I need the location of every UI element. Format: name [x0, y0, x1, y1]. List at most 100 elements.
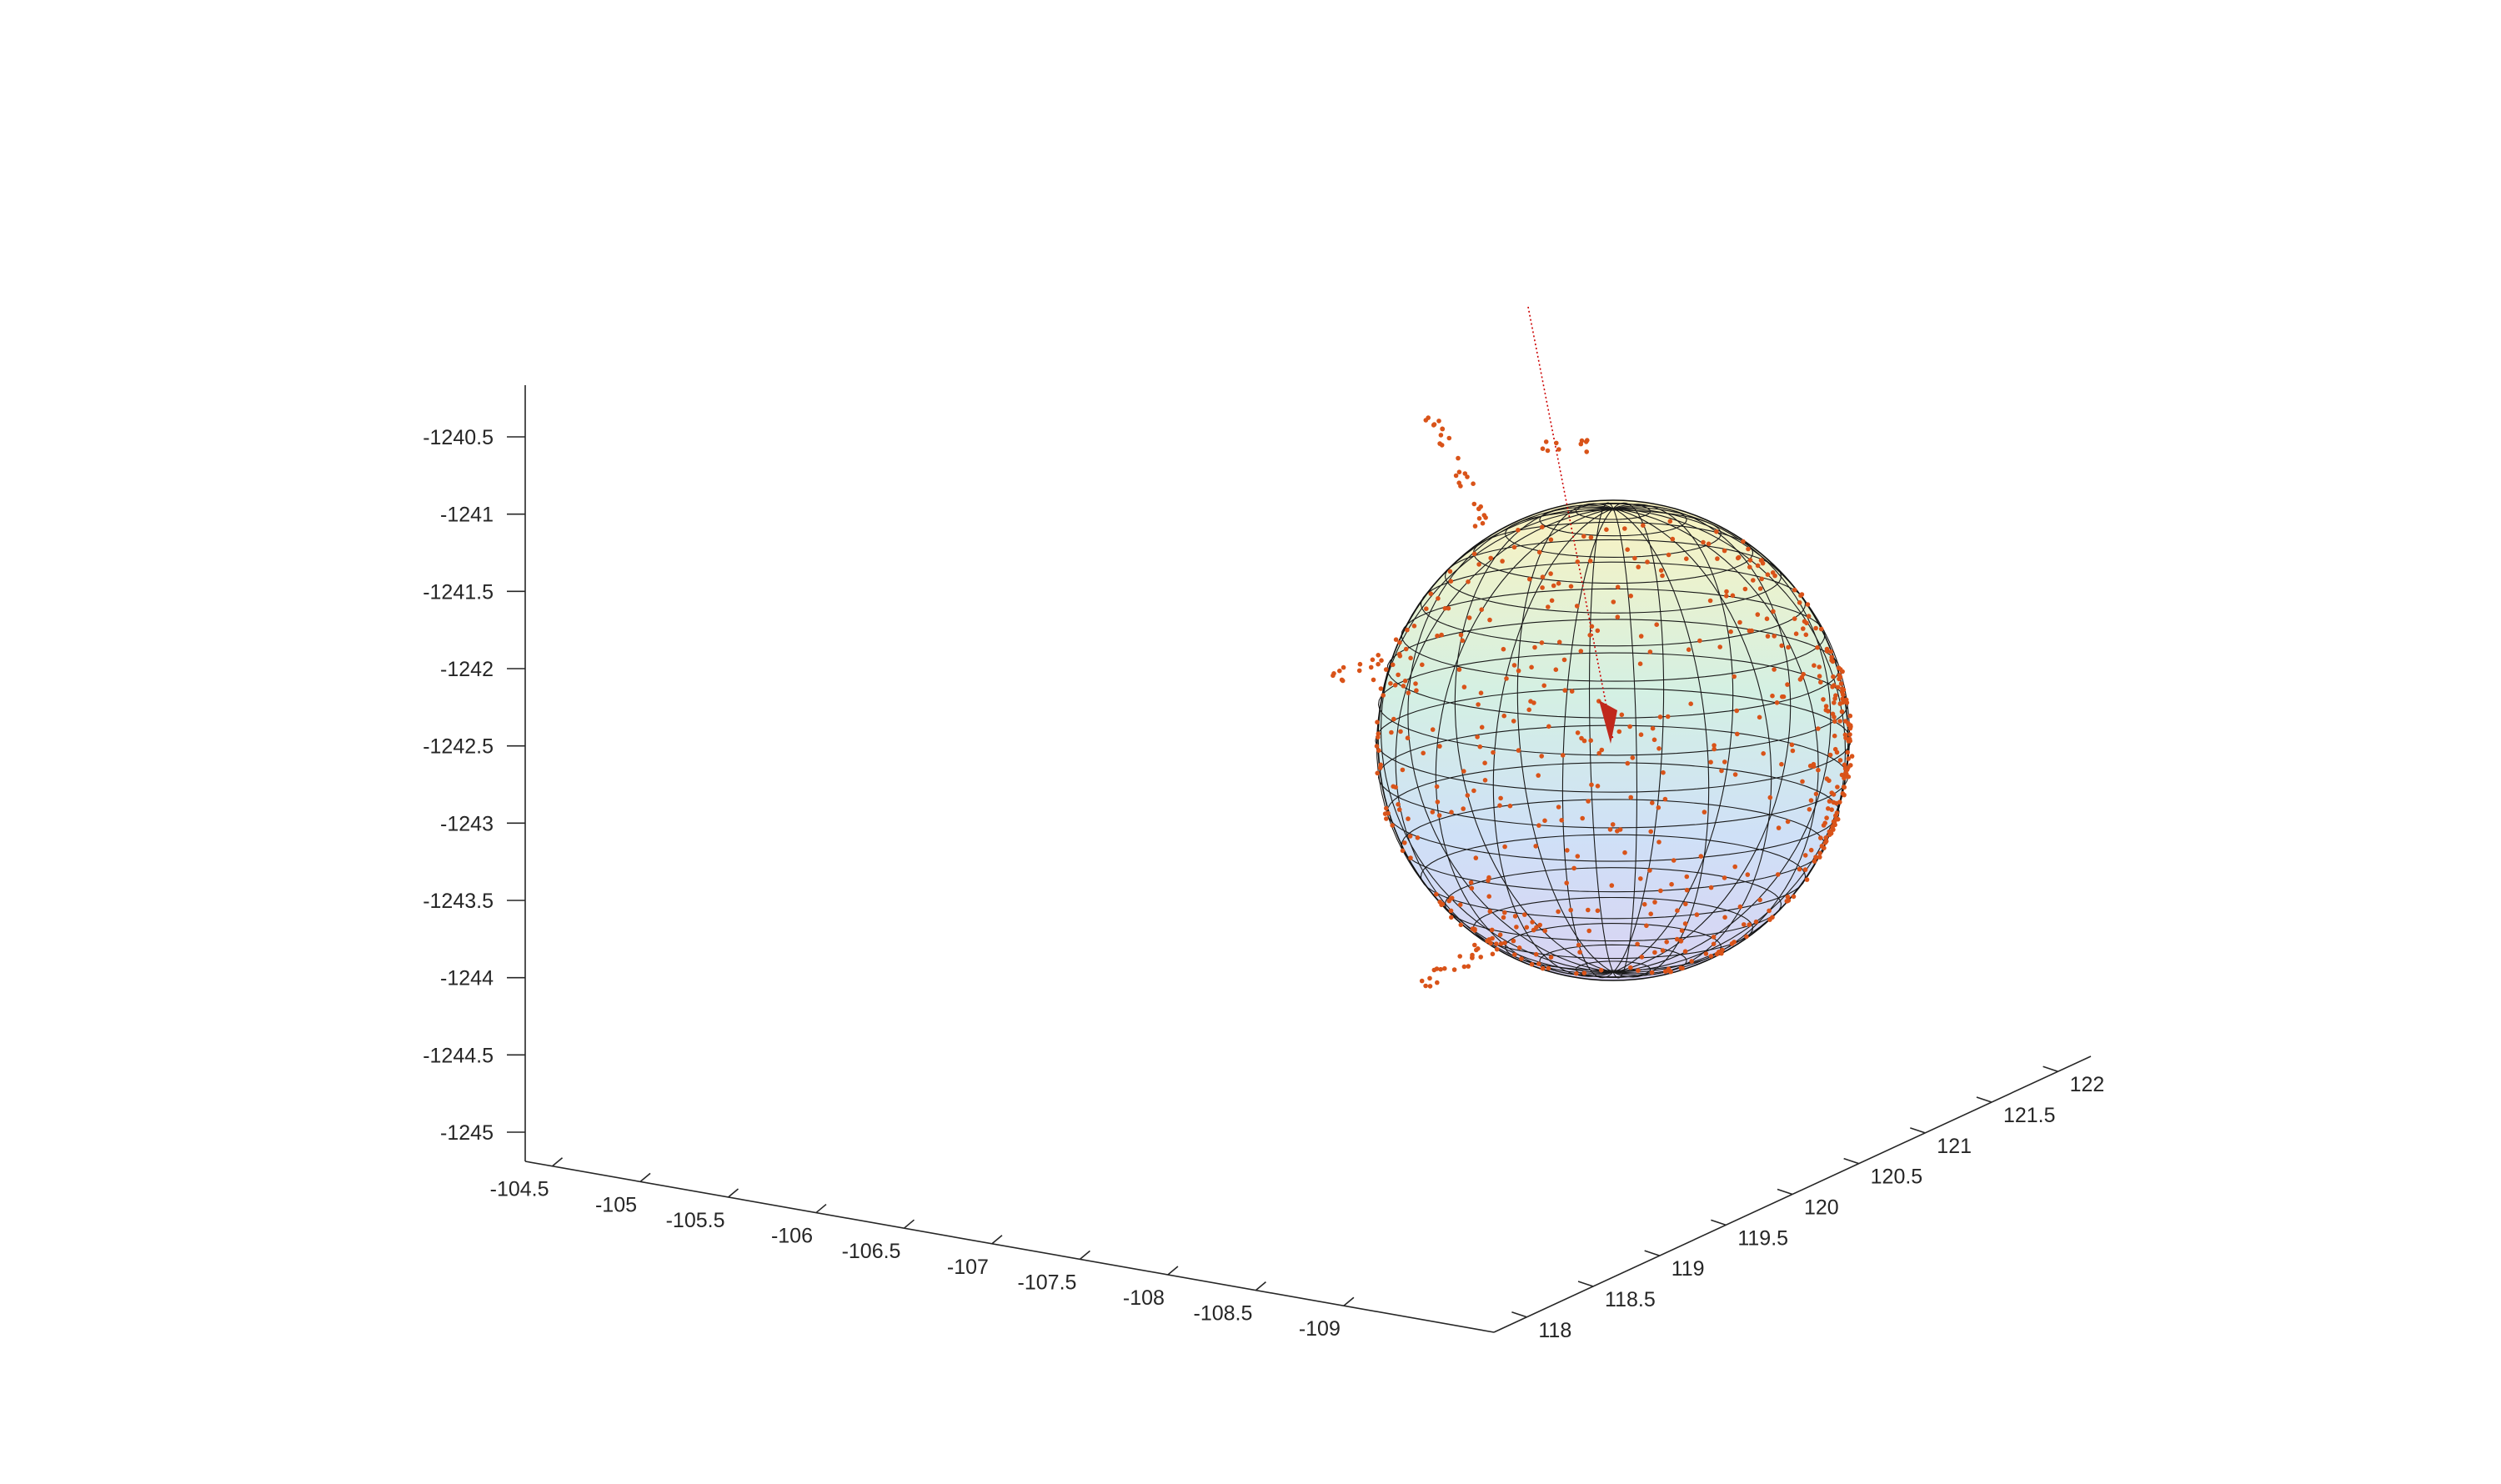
scatter-point [1638, 634, 1644, 639]
scatter-point [1813, 791, 1819, 797]
scatter-point [1376, 731, 1381, 736]
scatter-point [1832, 683, 1837, 688]
x-tick-label: -106.5 [842, 1240, 901, 1263]
scatter-point [1428, 591, 1434, 596]
scatter-point [1526, 707, 1531, 713]
scatter-point [1770, 915, 1775, 920]
sphere-longitude-line [1612, 507, 1832, 973]
scatter-point [1475, 734, 1480, 739]
scatter-point [1553, 667, 1559, 672]
z-tick-label: -1241 [440, 504, 494, 527]
scatter-point [1437, 744, 1442, 749]
scatter-point [1559, 818, 1564, 823]
scatter-point [1486, 894, 1491, 899]
scatter-point [1588, 738, 1593, 743]
scatter-point [1647, 649, 1653, 654]
scatter-point [1625, 760, 1631, 766]
scatter-point [1627, 724, 1632, 729]
scatter-point [1435, 800, 1441, 805]
scatter-point [1846, 765, 1851, 770]
scatter-point [1657, 714, 1663, 719]
scatter-point [1374, 744, 1380, 749]
sphere-longitude-line [1612, 502, 1665, 973]
scatter-point [1823, 839, 1829, 844]
scatter-point [1587, 559, 1593, 564]
scatter-point [1757, 714, 1762, 720]
scatter-point [1638, 876, 1643, 881]
scatter-point [1826, 709, 1831, 714]
scatter-point [1675, 908, 1680, 913]
scatter-point [1797, 677, 1803, 682]
scatter-point [1530, 920, 1535, 925]
scatter-point [1628, 594, 1633, 599]
scatter-point [1529, 961, 1535, 967]
scatter-point [1568, 584, 1574, 589]
x-tick-mark [1167, 1266, 1179, 1276]
scatter-point [1337, 668, 1342, 674]
scatter-point [1674, 936, 1680, 942]
scatter-point [1658, 888, 1663, 894]
scatter-point [1461, 769, 1466, 774]
scatter-point [1628, 795, 1633, 800]
scatter-point [1650, 725, 1656, 731]
sphere-longitude-line [1612, 504, 1734, 973]
scatter-point [1770, 570, 1776, 575]
z-tick-label: -1241.5 [423, 580, 494, 604]
scatter-point [1753, 919, 1759, 925]
scatter-point [1476, 506, 1481, 511]
scatter-point [1730, 593, 1736, 599]
scatter-point [1376, 653, 1381, 658]
scatter-point [1587, 633, 1592, 638]
scatter-point [1574, 970, 1579, 976]
scatter-point [1498, 795, 1503, 801]
scatter-point [1628, 965, 1633, 970]
scatter-point [1477, 744, 1483, 750]
scatter-point [1431, 422, 1437, 427]
scatter-point [1803, 632, 1809, 638]
y-tick-label: 121.5 [2003, 1104, 2056, 1127]
scatter-point [1607, 827, 1613, 832]
scatter-point [1589, 624, 1595, 629]
scatter-point [1648, 829, 1653, 835]
scatter-point [1407, 834, 1413, 839]
scatter-point [1664, 940, 1669, 945]
scatter-point [1815, 644, 1820, 650]
scatter-point [1802, 867, 1808, 872]
scatter-point [1714, 529, 1719, 534]
scatter-point [1658, 568, 1664, 573]
scatter-point [1511, 544, 1517, 550]
scatter-point [1485, 938, 1490, 944]
scatter-point [1408, 855, 1413, 860]
scatter-point [1486, 878, 1491, 883]
scatter-point [1414, 688, 1419, 693]
scatter-point [1732, 772, 1738, 777]
scatter-point [1583, 439, 1589, 444]
scatter-point [1556, 639, 1562, 644]
scatter-point [1419, 978, 1425, 984]
scatter-point [1537, 922, 1542, 928]
scatter-point [1838, 681, 1844, 686]
scatter-point [1617, 827, 1623, 832]
scatter-point [1339, 677, 1345, 683]
x-tick-label: -105.5 [666, 1209, 725, 1232]
scatter-point [1581, 534, 1586, 539]
scatter-point [1396, 802, 1401, 807]
scatter-point [1808, 798, 1814, 803]
scatter-point [1751, 578, 1756, 583]
scatter-point [1679, 928, 1685, 933]
scatter-point [1357, 661, 1363, 667]
scatter-point [1575, 559, 1581, 564]
scatter-point [1398, 729, 1403, 734]
scatter-point [1755, 612, 1761, 617]
scatter-point [1847, 732, 1852, 737]
scatter-point [1439, 902, 1444, 908]
scatter-point [1522, 912, 1527, 917]
scatter-point [1682, 921, 1688, 926]
scatter-points [1331, 415, 1855, 989]
y-tick-label: 119 [1672, 1257, 1705, 1281]
scatter-point [1458, 484, 1463, 489]
scatter-point [1599, 747, 1605, 753]
sphere-longitude-line [1612, 508, 1847, 973]
scatter-point [1465, 793, 1471, 798]
scatter-point [1519, 956, 1524, 961]
